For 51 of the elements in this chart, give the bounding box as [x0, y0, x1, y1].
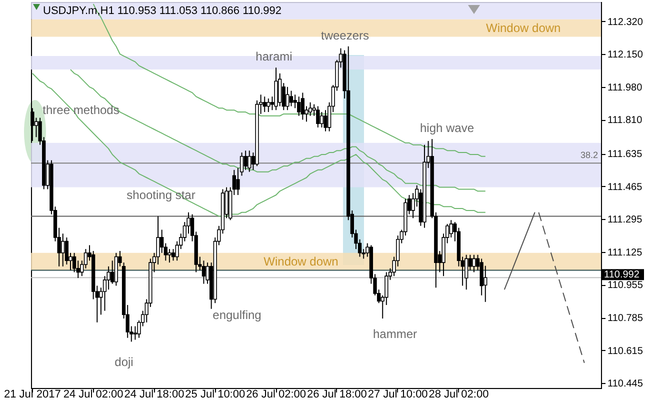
annotation: high wave: [420, 121, 474, 136]
candlestick: [171, 248, 176, 262]
candlestick: [316, 106, 320, 128]
candlestick: [266, 98, 270, 113]
candlestick: [202, 260, 206, 284]
y-tick-label: 110.615: [608, 346, 644, 357]
candlestick: [324, 110, 328, 132]
y-tick-label: 111.465: [608, 182, 643, 193]
x-tick-label: 24 Jul 02:00: [63, 388, 124, 400]
candlestick: [61, 233, 65, 267]
candlestick: [484, 265, 488, 302]
x-tick-label: 28 Jul 02:00: [428, 388, 489, 400]
x-tick-label: 26 Jul 18:00: [306, 388, 367, 400]
x-tick-label: 21 Jul 2017: [4, 388, 61, 400]
candlestick: [133, 326, 138, 340]
band-label: Window down: [486, 21, 561, 36]
annotation: engulfing: [212, 308, 262, 322]
candlestick: [244, 150, 248, 170]
candlestick: [289, 90, 294, 107]
candlestick: [464, 254, 468, 290]
annotation: harami: [256, 50, 292, 64]
candlestick: [248, 150, 252, 172]
annotation: 38.2: [580, 150, 598, 160]
y-tick-label: 111.125: [608, 247, 643, 258]
x-tick-label: 25 Jul 10:00: [185, 388, 246, 400]
y-tick-label: 111.295: [608, 214, 643, 226]
y-tick-label: 110.785: [608, 313, 644, 324]
candlestick: [300, 92, 305, 120]
y-tick-label: 112.320: [608, 16, 644, 28]
ref-line-label: 110.992: [604, 270, 640, 281]
candlestick: [286, 86, 290, 111]
candlestick: [320, 112, 324, 128]
candlestick: [262, 96, 266, 113]
y-tick-label: 111.635: [608, 149, 643, 160]
y-tick-label: 112.150: [608, 50, 644, 61]
annotation: hammer: [372, 327, 418, 341]
x-tick-label: 26 Jul 02:00: [246, 388, 306, 400]
y-tick-label: 110.445: [608, 378, 644, 390]
annotation: doji: [114, 355, 134, 369]
y-tick-label: 111.810: [608, 115, 643, 126]
y-tick-label: 110.955: [608, 280, 644, 292]
y-tick-label: 111.980: [608, 82, 643, 94]
annotation: tweezers: [320, 28, 370, 42]
candlestick: [168, 248, 172, 264]
band-label: Window down: [264, 254, 338, 269]
line-series: [70, 69, 486, 192]
candlestick: [297, 96, 301, 116]
x-tick-label: 27 Jul 10:00: [368, 388, 428, 400]
candlestick: [472, 254, 476, 273]
line-series: [32, 72, 486, 217]
x-tick-label: 24 Jul 18:00: [124, 388, 184, 400]
